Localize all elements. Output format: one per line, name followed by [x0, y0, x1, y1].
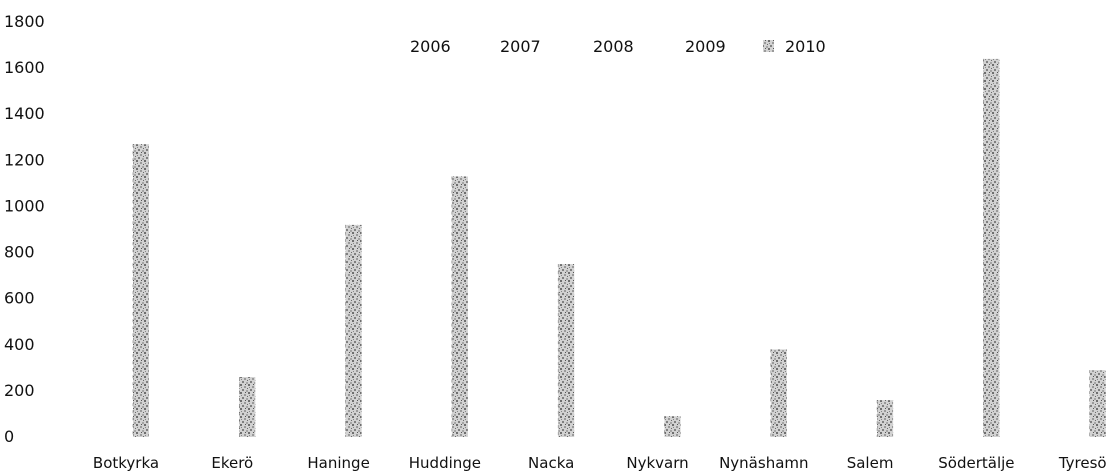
x-tick-label: Huddinge: [409, 454, 481, 472]
bar-nynäshamn-2010: [770, 349, 787, 437]
x-tick-label: Tyresö: [1058, 454, 1107, 472]
y-tick-label: 400: [4, 335, 35, 354]
legend-label: 2008: [593, 37, 634, 56]
y-tick-label: 1600: [4, 58, 45, 77]
x-tick-label: Nynäshamn: [719, 454, 808, 472]
x-tick-label: Haninge: [307, 454, 369, 472]
bar-botkyrka-2010: [133, 144, 149, 437]
legend-label: 2006: [410, 37, 451, 56]
x-tick-label: Botkyrka: [93, 454, 159, 472]
bar-tyresö-2010: [1089, 370, 1106, 437]
bar-södertälje-2010: [983, 58, 1000, 438]
x-tick-label: Salem: [847, 454, 894, 472]
y-tick-label: 600: [4, 289, 35, 308]
y-tick-label: 1000: [4, 196, 45, 215]
y-tick-label: 1400: [4, 104, 45, 123]
y-tick-label: 800: [4, 243, 35, 262]
x-tick-label: Södertälje: [938, 454, 1014, 472]
bar-nykvarn-2010: [664, 416, 681, 437]
y-tick-label: 200: [4, 381, 35, 400]
bar-haninge-2010: [345, 224, 362, 437]
bars: [132, 58, 1106, 438]
x-tick-label: Nykvarn: [626, 454, 688, 472]
y-tick-label: 0: [4, 427, 14, 446]
legend-swatch: [763, 40, 774, 52]
x-tick-label: Ekerö: [211, 454, 253, 472]
x-tick-label: Nacka: [528, 454, 574, 472]
bar-nacka-2010: [558, 264, 575, 437]
legend-label: 2010: [785, 37, 826, 56]
x-axis: Botkyrka Ekerö Haninge Huddinge Nacka Nykvarn…: [93, 454, 1107, 472]
legend-label: 2009: [685, 37, 726, 56]
y-tick-label: 1200: [4, 150, 45, 169]
y-axis: 0 200 400 600 800 1000 1200 1400 1600 1800: [4, 12, 45, 446]
bar-salem-2010: [877, 400, 894, 437]
legend: 2006 2007 2008 2009 2010: [410, 37, 826, 56]
legend-label: 2007: [500, 37, 541, 56]
bar-huddinge-2010: [451, 176, 468, 437]
y-tick-label: 1800: [4, 12, 45, 31]
bar-ekerö-2010: [239, 377, 256, 437]
